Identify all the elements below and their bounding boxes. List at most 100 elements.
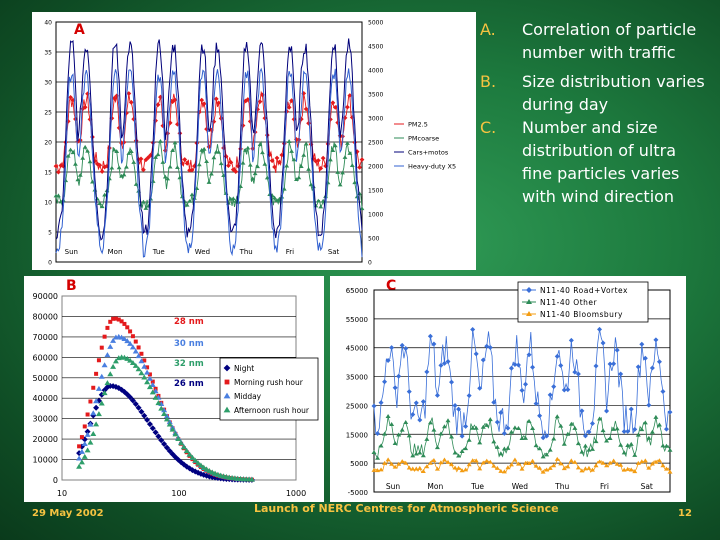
- data-point: [139, 351, 144, 356]
- data-point: [250, 176, 256, 181]
- data-point: [102, 192, 107, 197]
- x-day-label: Sun: [65, 248, 78, 256]
- legend-marker: [526, 299, 532, 304]
- data-point: [216, 149, 222, 154]
- data-point: [434, 445, 440, 450]
- legend-label: PMcoarse: [408, 135, 439, 143]
- data-point: [642, 420, 648, 425]
- data-point: [78, 459, 85, 465]
- data-point: [371, 449, 377, 454]
- data-point: [82, 104, 88, 110]
- y-tick-label: 60000: [33, 353, 58, 362]
- data-point: [104, 352, 111, 358]
- chart-a-label: A: [74, 22, 85, 38]
- data-point: [375, 455, 381, 460]
- legend-swatch: [224, 379, 230, 385]
- data-point: [494, 419, 500, 425]
- data-point: [635, 460, 641, 465]
- data-point: [427, 333, 433, 339]
- data-point: [523, 435, 529, 440]
- data-point: [119, 319, 124, 324]
- data-point: [136, 157, 141, 162]
- data-point: [526, 418, 532, 423]
- data-point: [112, 358, 119, 364]
- data-point: [143, 206, 149, 210]
- data-point: [148, 152, 154, 158]
- data-point: [406, 465, 412, 470]
- data-point: [330, 148, 336, 153]
- data-point: [85, 91, 90, 97]
- y-left-tick-label: 25: [44, 110, 52, 117]
- data-point: [431, 341, 437, 347]
- data-point: [473, 458, 479, 463]
- data-point: [81, 441, 88, 447]
- data-point: [597, 416, 603, 421]
- data-point: [248, 476, 255, 482]
- data-point: [385, 413, 391, 418]
- data-point: [110, 337, 117, 343]
- data-point: [146, 375, 153, 381]
- data-point: [445, 418, 451, 423]
- data-point: [240, 160, 246, 165]
- data-point: [491, 463, 497, 468]
- data-point: [484, 422, 490, 427]
- data-point: [639, 341, 645, 347]
- data-point: [635, 432, 641, 437]
- data-point: [98, 373, 105, 379]
- data-point: [170, 148, 175, 152]
- data-point: [389, 345, 395, 351]
- data-point: [77, 172, 83, 177]
- series-line: [55, 38, 363, 241]
- data-point: [97, 201, 103, 205]
- data-point: [93, 398, 100, 404]
- data-point: [68, 95, 73, 100]
- data-point: [187, 167, 192, 173]
- data-point: [84, 428, 91, 435]
- data-point: [604, 438, 610, 443]
- data-point: [660, 443, 666, 448]
- data-point: [85, 412, 90, 417]
- data-point: [230, 196, 236, 201]
- y-left-tick-label: 40: [44, 20, 52, 27]
- y-right-tick-label: 4500: [368, 44, 383, 51]
- data-point: [656, 458, 662, 463]
- data-point: [565, 431, 571, 436]
- data-point: [294, 177, 299, 182]
- data-point: [589, 467, 595, 472]
- data-point: [646, 465, 652, 470]
- data-point: [264, 175, 270, 180]
- data-point: [565, 464, 571, 469]
- data-point: [515, 461, 521, 466]
- data-point: [480, 460, 486, 465]
- y-left-tick-label: 15: [44, 170, 52, 177]
- data-point: [628, 467, 634, 472]
- data-point: [87, 439, 94, 445]
- data-point: [438, 362, 444, 368]
- data-point: [102, 164, 107, 170]
- data-point: [111, 147, 117, 152]
- data-point: [544, 452, 550, 457]
- data-point: [169, 451, 176, 458]
- data-point: [332, 143, 338, 148]
- data-point: [342, 155, 348, 159]
- data-point: [144, 369, 151, 375]
- data-point: [125, 325, 130, 330]
- data-point: [68, 147, 73, 152]
- data-point: [172, 454, 179, 461]
- data-point: [73, 161, 78, 166]
- data-point: [417, 417, 423, 423]
- data-point: [487, 417, 493, 422]
- data-point: [112, 383, 119, 390]
- data-point: [192, 457, 199, 463]
- data-point: [431, 427, 437, 432]
- y-left-tick-label: 0: [48, 260, 52, 267]
- data-point: [155, 152, 161, 157]
- data-point: [101, 362, 108, 368]
- x-day-label: Wed: [512, 482, 529, 491]
- data-point: [257, 142, 263, 147]
- data-point: [135, 366, 142, 372]
- y-tick-label: 45000: [346, 345, 368, 353]
- data-point: [561, 466, 567, 471]
- data-point: [209, 171, 214, 176]
- data-point: [169, 426, 176, 432]
